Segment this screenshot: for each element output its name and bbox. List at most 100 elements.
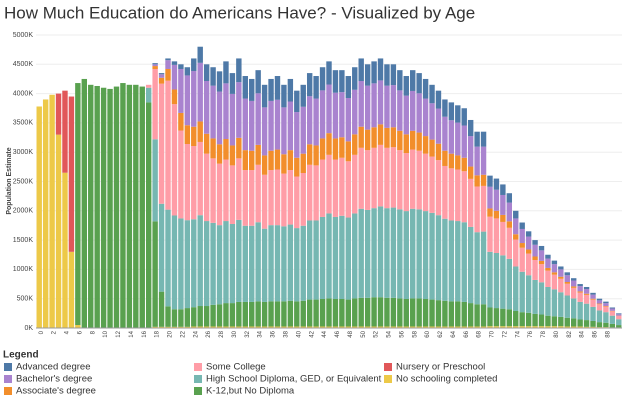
bar-segment [332,326,339,328]
bar-segment [364,150,371,210]
bar-segment [429,326,435,328]
bar-segment [577,301,583,320]
bar-segment [319,138,326,160]
bar-segment [371,61,377,84]
x-tick-label: 10 [103,330,109,337]
bar-segment [558,278,564,293]
bar-segment [197,121,203,142]
legend-label: K-12,but No Diploma [206,386,295,397]
bar-segment [442,99,448,117]
bar-segment [274,225,281,302]
bar-segment [577,284,583,287]
x-tick-label: 76 [528,330,534,337]
bar-segment [448,102,455,121]
bar-segment [384,64,390,86]
bar-segment [609,308,616,311]
bar-segment [326,133,332,155]
bar-segment [596,303,603,305]
bar-segment [294,301,300,327]
bar-segment [590,320,596,327]
bar-segment [223,139,229,160]
bar-segment [609,323,616,328]
bar-segment [525,231,532,237]
bar-segment [616,325,622,328]
bar-segment [274,169,281,226]
bar-segment [371,127,377,148]
bar-segment [145,84,152,88]
bar-segment [184,143,191,221]
bar-segment [429,84,435,104]
bar-segment [210,222,216,305]
bar-segment [474,232,480,305]
bar-segment [410,149,416,209]
bar-segment [616,319,622,326]
bar-segment [532,240,538,245]
bar-segment [577,291,583,293]
bar-segment [506,309,513,327]
bar-segment [364,129,371,151]
bar-segment [596,300,603,304]
bar-segment [319,298,326,327]
bar-segment [216,71,223,92]
bar-segment [261,301,268,327]
bar-segment [242,301,248,327]
bar-segment [590,326,596,328]
bar-segment [319,216,326,299]
bar-segment [410,90,416,131]
bar-segment [210,304,216,327]
bar-segment [397,90,403,131]
bar-segment [570,278,577,281]
bar-segment [352,134,358,155]
x-tick-label: 38 [284,330,290,337]
bar-segment [139,86,145,329]
bar-segment [178,218,184,310]
bar-segment [313,299,319,327]
bar-segment [513,266,519,312]
bar-segment [55,134,62,328]
bar-segment [306,220,313,300]
bar-segment [249,225,255,302]
bar-segment [603,303,609,307]
bar-segment [551,260,558,265]
x-tick-label: 82 [567,330,573,337]
bar-segment [384,147,390,209]
bar-segment [326,61,332,85]
bar-segment [364,64,371,86]
bar-segment [435,143,442,161]
bar-segment [493,252,500,309]
bar-segment [242,98,248,151]
bar-segment [120,83,126,328]
bar-segment [165,326,171,328]
bar-segment [358,147,364,209]
bar-segment [178,309,184,327]
bar-segment [210,85,216,139]
bar-segment [545,270,551,287]
bar-segment [519,243,525,248]
bar-segment [352,154,358,214]
bar-segment [242,225,248,302]
bar-segment [603,322,609,328]
bar-segment [158,73,165,75]
legend-label: High School Diploma, GED, or Equivalent [206,374,382,385]
legend-swatch [4,375,12,383]
bar-segment [545,258,551,268]
x-tick-label: 50 [361,330,367,337]
bar-segment [577,319,583,327]
bar-segment [261,84,268,108]
bar-segment [493,326,500,328]
bar-segment [210,326,216,328]
bar-segment [480,326,487,328]
bar-segment [461,326,467,328]
bar-segment [191,219,197,308]
bar-segment [596,298,603,301]
bar-segment [564,275,570,282]
bar-segment [532,279,538,314]
bar-segment [281,84,287,108]
bar-segment [364,85,371,130]
bar-segment [171,61,178,65]
bar-segment [377,326,384,328]
x-tick-label: 16 [142,330,148,337]
bar-segment [261,326,268,328]
bar-segment [287,224,294,301]
bar-segment [178,68,184,113]
